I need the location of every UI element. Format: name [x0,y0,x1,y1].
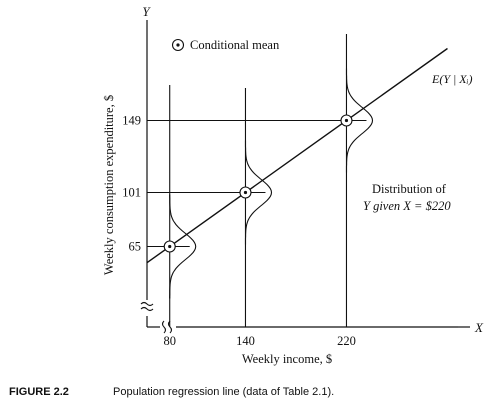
x-tick-label-220: 220 [337,334,356,348]
regression-line [146,47,448,264]
distribution-curve-140 [244,140,273,245]
distribution-curve-220 [345,68,374,173]
figure-caption-text: Population regression line (data of Tabl… [113,386,334,398]
regression-line-group [146,47,448,264]
conditional-mean-dot-80 [168,244,172,249]
legend-label: Conditional mean [190,38,280,52]
regression-line-label: E(Y | Xᵢ) [431,72,473,86]
y-axis-break-icon [140,301,154,312]
annotation-line-1: Distribution of [372,182,447,196]
legend-marker-dot [176,43,180,47]
axes [146,20,470,328]
y-tick-labels: 65 101 149 [122,114,141,254]
conditional-mean-dot-140 [243,190,248,195]
x-tick-label-140: 140 [236,334,255,348]
annotation-line-2: Y given X = $220 [363,199,451,213]
y-tick-label-101: 101 [122,186,141,200]
x-tick-labels: 80 140 220 [163,334,355,348]
x-axis-title: Weekly income, $ [242,352,332,366]
x-axis-letter: X [474,320,484,335]
conditional-distributions [169,68,374,299]
y-axis-letter: Y [142,4,151,19]
x-tick-label-80: 80 [163,334,176,348]
conditional-mean-points [163,114,353,253]
y-tick-label-65: 65 [129,240,142,254]
y-axis-title: Weekly consumption expenditure, $ [102,95,116,275]
guide-lines [147,34,367,327]
conditional-mean-dot-220 [344,118,349,123]
y-tick-label-149: 149 [122,114,141,128]
legend-marker-icon [171,38,185,52]
axis-break-marks [140,301,173,334]
figure-caption-label: FIGURE 2.2 [9,386,69,398]
legend: Conditional mean [171,38,280,52]
distribution-curve-80 [169,194,197,299]
